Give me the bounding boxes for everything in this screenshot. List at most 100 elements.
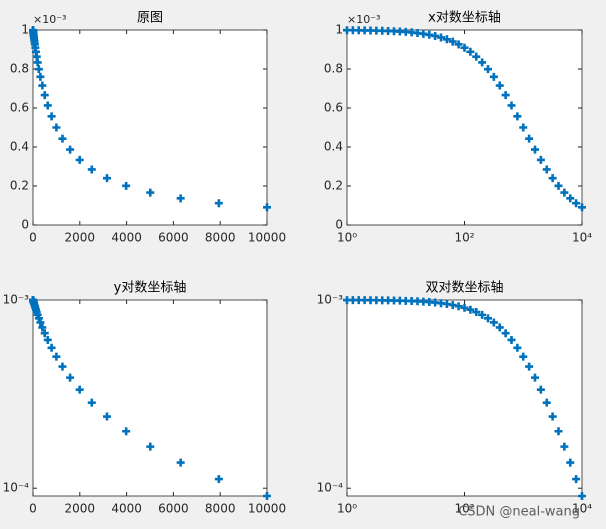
data-point bbox=[531, 145, 540, 154]
x-tick-label: 6000 bbox=[158, 231, 189, 245]
data-point bbox=[466, 47, 475, 56]
y-tick-label: 0.8 bbox=[324, 62, 343, 76]
chart-title: 原图 bbox=[137, 11, 163, 26]
x-tick-label: 8000 bbox=[205, 231, 236, 245]
y-tick-label: 10⁻³ bbox=[3, 293, 30, 307]
data-point bbox=[460, 43, 469, 52]
data-point bbox=[578, 492, 586, 500]
data-point bbox=[102, 174, 111, 183]
data-point bbox=[554, 181, 563, 190]
data-point bbox=[176, 194, 185, 203]
data-point bbox=[519, 123, 528, 132]
data-point bbox=[58, 134, 67, 143]
data-point bbox=[146, 442, 155, 451]
data-point bbox=[87, 398, 96, 407]
data-point bbox=[75, 155, 84, 164]
x-tick-label: 10000 bbox=[248, 502, 286, 516]
data-point bbox=[566, 458, 575, 467]
data-point bbox=[437, 33, 445, 42]
data-point bbox=[478, 58, 487, 67]
data-point bbox=[531, 373, 540, 382]
axes-background bbox=[33, 300, 267, 496]
data-point bbox=[122, 181, 131, 190]
exponent-label: ×10⁻³ bbox=[347, 13, 380, 26]
x-tick-label: 4000 bbox=[111, 231, 142, 245]
chart-title: x对数坐标轴 bbox=[428, 11, 501, 26]
data-point bbox=[47, 112, 56, 121]
y-tick-label: 10⁻³ bbox=[317, 293, 344, 307]
y-tick-label: 0.2 bbox=[324, 179, 343, 193]
y-tick-label: 10⁻⁴ bbox=[3, 481, 30, 495]
data-point bbox=[542, 398, 551, 407]
data-point bbox=[448, 37, 457, 46]
x-tick-label: 4000 bbox=[111, 502, 142, 516]
axes-box bbox=[32, 299, 268, 497]
data-point bbox=[38, 323, 47, 332]
x-tick-label: 2000 bbox=[65, 231, 96, 245]
y-tick-label: 0.2 bbox=[10, 179, 29, 193]
data-point bbox=[454, 40, 463, 49]
data-point bbox=[66, 145, 75, 154]
data-point bbox=[554, 427, 563, 436]
data-point bbox=[102, 412, 111, 421]
data-point bbox=[431, 31, 440, 40]
data-point bbox=[478, 310, 487, 319]
data-point bbox=[501, 91, 510, 100]
data-point bbox=[566, 194, 575, 203]
data-point bbox=[40, 329, 49, 338]
x-tick-label: 10000 bbox=[248, 231, 286, 245]
data-point bbox=[34, 65, 43, 74]
data-point bbox=[572, 475, 581, 484]
x-tick-label: 0 bbox=[29, 231, 37, 245]
data-point bbox=[454, 302, 463, 311]
y-tick-label: 1 bbox=[21, 23, 29, 37]
x-tick-label: 10⁴ bbox=[572, 502, 592, 516]
data-point bbox=[519, 352, 528, 361]
data-point bbox=[214, 475, 223, 484]
data-point bbox=[466, 305, 475, 314]
data-point bbox=[43, 335, 52, 344]
data-point bbox=[560, 188, 569, 197]
data-point bbox=[263, 492, 271, 500]
axes-background bbox=[347, 30, 582, 225]
x-tick-label: 6000 bbox=[158, 502, 189, 516]
data-point bbox=[495, 323, 504, 332]
data-point bbox=[472, 308, 481, 317]
data-point bbox=[460, 303, 469, 312]
y-tick-label: 0 bbox=[21, 218, 29, 232]
x-tick-label: 10² bbox=[454, 231, 474, 245]
data-point bbox=[536, 385, 545, 394]
y-tick-label: 0.6 bbox=[10, 101, 29, 115]
data-point bbox=[34, 314, 43, 323]
data-point bbox=[548, 412, 557, 421]
x-tick-label: 8000 bbox=[205, 502, 236, 516]
axes-background bbox=[347, 300, 582, 496]
data-point bbox=[36, 318, 45, 327]
data-point bbox=[214, 199, 223, 208]
x-tick-label: 10⁴ bbox=[572, 231, 592, 245]
y-tick-label: 1 bbox=[335, 23, 343, 37]
data-point bbox=[40, 91, 49, 100]
data-point bbox=[513, 343, 522, 352]
data-point bbox=[501, 329, 510, 338]
data-point bbox=[548, 174, 557, 183]
data-point bbox=[47, 343, 56, 352]
data-point bbox=[66, 373, 75, 382]
data-point bbox=[52, 352, 61, 361]
y-tick-label: 0 bbox=[335, 218, 343, 232]
data-point bbox=[263, 203, 271, 212]
x-tick-label: 10⁰ bbox=[337, 231, 357, 245]
chart-title: y对数坐标轴 bbox=[114, 281, 187, 296]
data-point bbox=[542, 165, 551, 174]
data-point bbox=[536, 155, 545, 164]
y-tick-label: 10⁻⁴ bbox=[317, 481, 344, 495]
axes-box bbox=[32, 29, 268, 226]
data-point bbox=[525, 362, 534, 371]
exponent-label: ×10⁻³ bbox=[33, 13, 66, 26]
chart-title: 双对数坐标轴 bbox=[425, 281, 503, 296]
data-point bbox=[484, 65, 493, 74]
data-point bbox=[484, 314, 493, 323]
data-point bbox=[87, 165, 96, 174]
data-point bbox=[495, 81, 504, 90]
